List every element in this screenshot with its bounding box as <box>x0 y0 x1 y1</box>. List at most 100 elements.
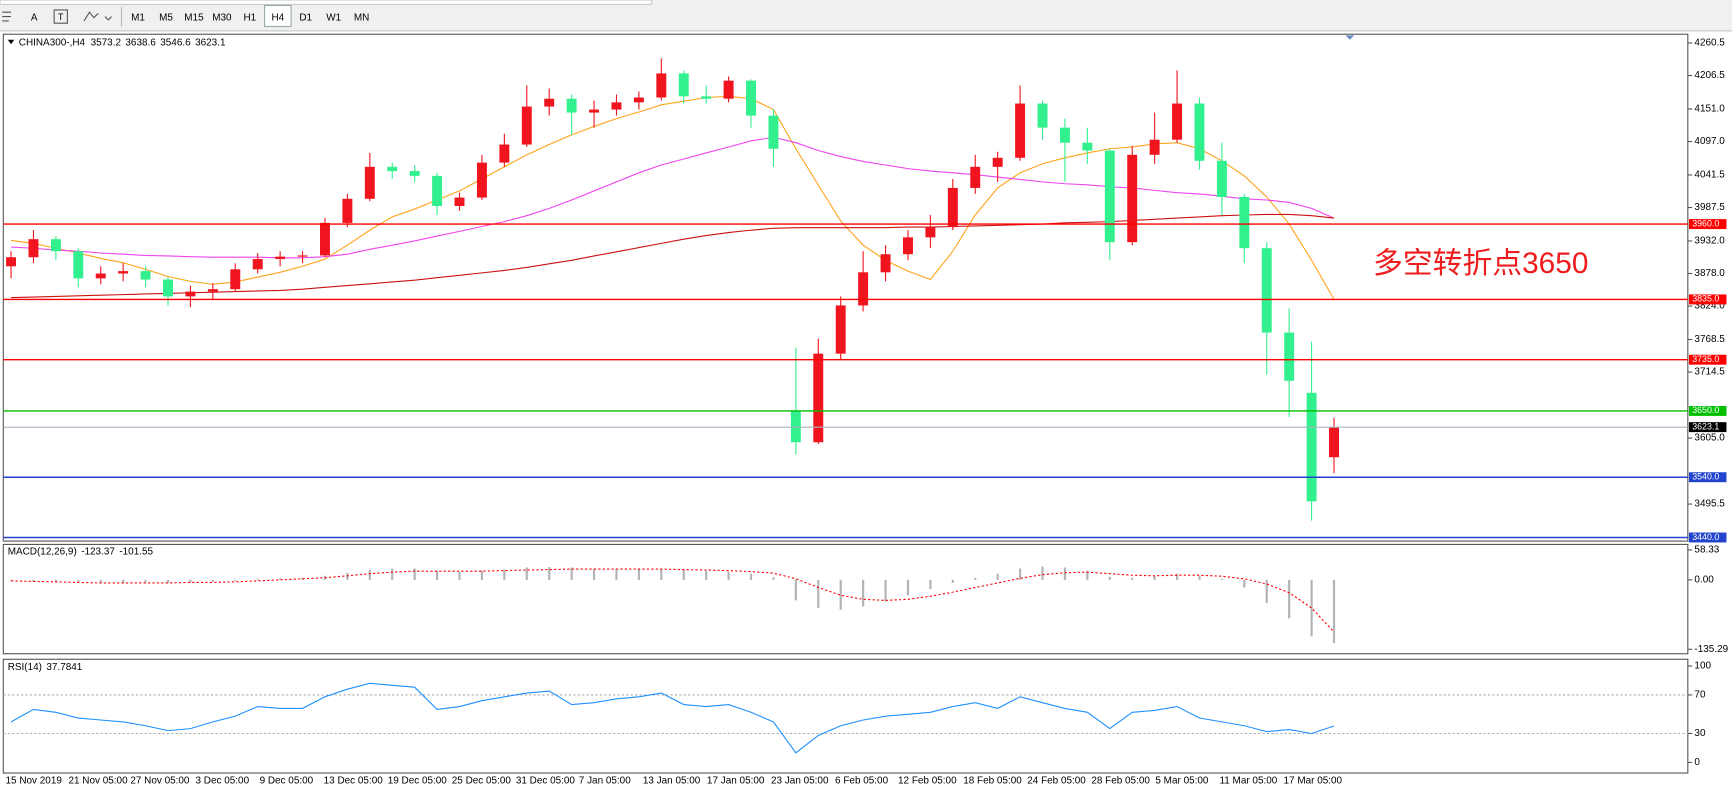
candle-body <box>73 251 84 279</box>
timeframe-button[interactable]: H1 <box>243 12 256 23</box>
toolbar-icons: A T <box>2 6 123 27</box>
y-tick-label: 3495.5 <box>1694 499 1725 510</box>
x-tick-label: 7 Jan 05:00 <box>579 775 631 786</box>
candle-body <box>723 80 734 99</box>
candle-body <box>342 198 353 223</box>
symbol: CHINA300-,H4 <box>19 37 86 48</box>
candle-body <box>521 106 532 145</box>
candle-body <box>589 109 600 113</box>
icon-label-glyph: T <box>58 12 64 22</box>
level-tag <box>1688 294 1727 305</box>
x-tick-label: 5 Mar 05:00 <box>1155 775 1209 786</box>
y-tick-label: 3987.5 <box>1694 202 1725 213</box>
x-tick-label: 21 Nov 05:00 <box>68 775 128 786</box>
timeframe-button[interactable]: W1 <box>326 12 341 23</box>
icon-label[interactable] <box>53 9 68 24</box>
level-label: 3440.0 <box>1692 532 1719 542</box>
y-tick-label: 4206.5 <box>1694 70 1725 81</box>
x-tick-label: 11 Mar 05:00 <box>1219 775 1277 786</box>
x-tick-label: 13 Dec 05:00 <box>324 775 384 786</box>
y-tick-label: 3714.5 <box>1694 367 1725 378</box>
candle-body <box>409 171 420 176</box>
candle-body <box>813 353 824 443</box>
candle-body <box>387 166 398 172</box>
level-label: 3540.0 <box>1692 472 1719 482</box>
candle-body <box>1059 127 1070 143</box>
y-tick-label: 70 <box>1694 690 1706 701</box>
candle-body <box>252 259 263 270</box>
macd-panel <box>2 543 1689 655</box>
candle-body <box>611 102 622 110</box>
y-tick-label: 4151.0 <box>1694 104 1725 115</box>
timeframe-selected <box>263 4 292 28</box>
candle-body <box>207 289 218 292</box>
y-tick-label: 4097.0 <box>1694 136 1725 147</box>
candle-body <box>1329 427 1339 458</box>
current-price-tag <box>1688 422 1727 433</box>
candle-body <box>1127 154 1138 243</box>
candle-body <box>970 166 981 188</box>
timeframe-button[interactable]: MN <box>354 12 369 23</box>
x-tick-label: 19 Dec 05:00 <box>388 775 448 786</box>
x-tick-label: 13 Jan 05:00 <box>643 775 701 786</box>
x-tick-label: 27 Nov 05:00 <box>130 775 190 786</box>
x-tick-label: 24 Feb 05:00 <box>1027 775 1086 786</box>
y-tick-label: 0 <box>1694 757 1700 768</box>
rsi-label: RSI(14) <box>8 662 42 673</box>
y-tick-label: 3932.0 <box>1694 236 1725 247</box>
candle-body <box>1015 103 1026 158</box>
icon-lines[interactable] <box>2 11 12 22</box>
candle-body <box>1037 103 1048 128</box>
level-label: 3835.0 <box>1692 294 1719 304</box>
current-price-label: 3623.1 <box>1692 421 1719 431</box>
header-low: 3546.6 <box>160 37 191 48</box>
candle-body <box>320 222 330 256</box>
rsi-value: 37.7841 <box>46 662 82 673</box>
candle-body <box>1261 248 1272 333</box>
y-tick-label: 3824.0 <box>1694 301 1725 312</box>
timeframe-button[interactable]: M1 <box>131 12 145 23</box>
x-tick-label: 28 Feb 05:00 <box>1091 775 1150 786</box>
candle-body <box>1149 139 1160 155</box>
timeframe-button[interactable]: M5 <box>159 12 173 23</box>
y-tick-label: 3768.5 <box>1694 334 1725 345</box>
chart-header: CHINA300-,H4 3573.2 3638.6 3546.6 3623.1 <box>19 37 226 48</box>
candle-body <box>835 305 846 354</box>
y-tick-label: 58.33 <box>1694 545 1719 556</box>
candle-body <box>454 197 465 207</box>
candle-body <box>1306 392 1317 502</box>
y-tick-label: 30 <box>1694 728 1706 739</box>
timeframe-button[interactable]: M30 <box>212 12 232 23</box>
x-tick-label: 12 Feb 05:00 <box>898 775 957 786</box>
level-tag <box>1688 354 1727 365</box>
candle-body <box>1194 103 1205 161</box>
candle-body <box>566 98 577 113</box>
candle-body <box>880 254 891 273</box>
macd-value: -123.37 <box>81 546 115 557</box>
x-tick-label: 18 Feb 05:00 <box>963 775 1022 786</box>
candle-body <box>992 157 1003 167</box>
timeframe-button[interactable]: H4 <box>271 12 284 23</box>
x-tick-label: 17 Jan 05:00 <box>707 775 765 786</box>
rsi-header: RSI(14) 37.7841 <box>8 662 83 673</box>
candle-body <box>1082 142 1093 151</box>
x-tick-label: 3 Dec 05:00 <box>196 775 250 786</box>
macd-header: MACD(12,26,9) -123.37 -101.55 <box>8 546 154 557</box>
candle-body <box>1284 332 1295 381</box>
icon-shapes[interactable] <box>83 11 112 22</box>
candle-body <box>432 175 443 207</box>
timeframe-button[interactable]: D1 <box>299 12 312 23</box>
x-tick-label: 31 Dec 05:00 <box>516 775 576 786</box>
candle-body <box>163 279 173 297</box>
candle-body <box>1216 160 1227 197</box>
window-strip <box>0 0 653 5</box>
timeframe-button[interactable]: M15 <box>184 12 204 23</box>
x-tick-label: 15 Nov 2019 <box>6 775 63 786</box>
x-tick-label: 25 Dec 05:00 <box>452 775 512 786</box>
text-tool[interactable]: A <box>31 12 38 23</box>
candle-body <box>185 291 196 297</box>
x-tick-label: 17 Mar 05:00 <box>1284 775 1343 786</box>
level-label: 3960.0 <box>1692 218 1719 228</box>
candle-body <box>1172 103 1183 140</box>
candle-body <box>364 166 375 199</box>
